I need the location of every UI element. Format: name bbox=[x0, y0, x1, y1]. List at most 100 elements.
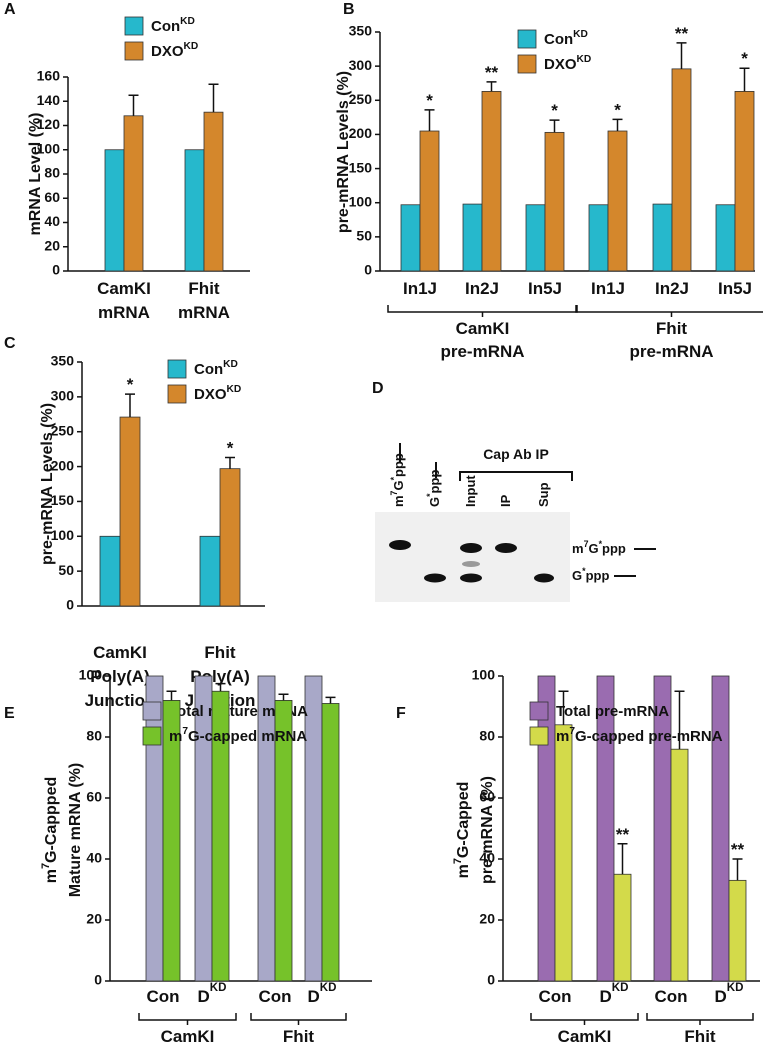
x-tick-label: DKD bbox=[715, 982, 744, 1006]
lane-label-superscript: * bbox=[425, 493, 435, 497]
lane-label-text: Sup bbox=[536, 482, 551, 507]
x-tick-label-line: Con bbox=[146, 987, 179, 1006]
legend-swatch bbox=[142, 726, 162, 746]
bar bbox=[219, 468, 241, 607]
significance-label: ** bbox=[616, 825, 630, 844]
panel-letter-line: F bbox=[396, 705, 406, 722]
y-tick-label: 0 bbox=[487, 972, 495, 988]
x-tick-label: CamKI mRNA bbox=[97, 279, 151, 322]
y-tick-label: 80 bbox=[86, 728, 102, 744]
legend-label: ConKD bbox=[151, 16, 195, 35]
legend-label-text: G-capped mRNA bbox=[188, 728, 307, 745]
lane-label-line: G*ppp bbox=[425, 470, 442, 507]
panel-letter-line: A bbox=[4, 1, 16, 18]
group-label-text: pre-mRNA bbox=[440, 342, 524, 361]
bar bbox=[462, 203, 483, 272]
x-tick-label: CamKI Poly(A) Junction bbox=[85, 643, 156, 710]
group-label: CamKI bbox=[161, 1027, 215, 1046]
panel-letter-line: E bbox=[4, 705, 15, 722]
y-tick-label: 60 bbox=[44, 189, 60, 205]
y-tick-label: 20 bbox=[86, 911, 102, 927]
lane-label-text: IP bbox=[498, 494, 513, 507]
legend-label-line: m7G-capped mRNA bbox=[169, 726, 307, 745]
legend-label-text: Total mature mRNA bbox=[169, 703, 308, 720]
x-tick-label-line: In2J bbox=[465, 279, 499, 298]
bar bbox=[670, 748, 689, 982]
x-tick-label-line: In1J bbox=[403, 279, 437, 298]
x-tick-label-text: mRNA bbox=[178, 303, 230, 322]
group-bracket bbox=[646, 1013, 754, 1025]
band-label-line: G*ppp bbox=[572, 566, 609, 583]
x-tick-label: In2J bbox=[465, 279, 499, 298]
y-tick-label: 20 bbox=[44, 237, 60, 253]
bar bbox=[734, 91, 755, 272]
lane-label-line: m7G*ppp bbox=[389, 453, 406, 507]
y-tick-label: 350 bbox=[51, 353, 75, 369]
y-tick-label: 250 bbox=[51, 422, 75, 438]
y-tick-label: 100 bbox=[472, 667, 496, 683]
y-axis-label-text: Mature mRNA (%) bbox=[67, 763, 84, 898]
y-axis-label-text: mRNA Level (%) bbox=[27, 113, 44, 236]
group-label-line: pre-mRNA bbox=[440, 342, 524, 361]
gel-band bbox=[460, 543, 482, 553]
x-tick-label-text: In1J bbox=[591, 279, 625, 298]
x-tick-label: Con bbox=[654, 987, 687, 1006]
x-tick-label-line: DKD bbox=[308, 982, 337, 1006]
x-tick-label-superscript: KD bbox=[320, 982, 337, 994]
legend-label: m7G-capped mRNA bbox=[169, 726, 307, 745]
lane-label-text: G bbox=[427, 497, 442, 507]
lane-label-line: Input bbox=[463, 475, 478, 507]
gel-band bbox=[424, 573, 446, 583]
x-tick-label: Con bbox=[538, 987, 571, 1006]
group-label: Fhit bbox=[684, 1027, 715, 1046]
x-tick-label-line: Poly(A) bbox=[90, 667, 150, 686]
y-tick-label: 300 bbox=[349, 57, 373, 73]
bar bbox=[99, 535, 121, 607]
bar bbox=[653, 675, 672, 982]
y-axis-label-text: pre-mRNA Levels (%) bbox=[39, 403, 56, 565]
lane-label-text: ppp bbox=[391, 453, 406, 477]
group-bracket bbox=[250, 1013, 347, 1025]
y-tick-label: 300 bbox=[51, 388, 75, 404]
bar bbox=[199, 535, 221, 607]
x-tick-label: DKD bbox=[198, 982, 227, 1006]
error-bar bbox=[558, 690, 569, 725]
x-tick-label-text: Poly(A) bbox=[90, 667, 150, 686]
x-tick-label-line: DKD bbox=[600, 982, 629, 1006]
group-label-line: CamKI bbox=[558, 1027, 612, 1046]
significance-label: * bbox=[426, 91, 433, 110]
y-tick-label: 0 bbox=[364, 262, 372, 278]
legend-label-superscript: 7 bbox=[569, 726, 575, 737]
error-bar bbox=[617, 843, 628, 875]
legend-label-text: G-capped pre-mRNA bbox=[575, 728, 723, 745]
legend-label: DXOKD bbox=[151, 41, 198, 60]
bar bbox=[257, 675, 276, 982]
group-label-text: CamKI bbox=[456, 319, 510, 338]
bar bbox=[184, 149, 205, 272]
y-axis-label: pre-mRNA Levels (%) bbox=[39, 403, 56, 565]
band-label-line: m7G*ppp bbox=[572, 539, 626, 556]
x-tick-label-line: Junction bbox=[85, 691, 156, 710]
error-bar bbox=[125, 393, 135, 418]
group-label: Fhit bbox=[283, 1027, 314, 1046]
lane-label: m7G*ppp bbox=[389, 453, 406, 507]
group-bracket bbox=[530, 1013, 639, 1025]
legend-label: ConKD bbox=[194, 359, 238, 378]
band-label: G*ppp bbox=[572, 566, 609, 583]
error-bar bbox=[674, 690, 685, 750]
y-tick-label: 40 bbox=[479, 850, 495, 866]
lane-label-line: IP bbox=[498, 494, 513, 507]
group-label-text: Fhit bbox=[684, 1027, 715, 1046]
legend-label-line: DXOKD bbox=[194, 384, 241, 403]
significance-label: * bbox=[614, 100, 621, 119]
x-tick-label: DKD bbox=[308, 982, 337, 1006]
x-tick-label-line: In5J bbox=[528, 279, 562, 298]
x-tick-label: In2J bbox=[655, 279, 689, 298]
x-tick-label: In1J bbox=[591, 279, 625, 298]
y-tick-label: 200 bbox=[51, 457, 75, 473]
bar bbox=[596, 675, 615, 982]
panel-letter: A bbox=[4, 1, 16, 18]
y-axis-label-superscript: 7 bbox=[452, 858, 464, 864]
bar bbox=[715, 204, 736, 272]
